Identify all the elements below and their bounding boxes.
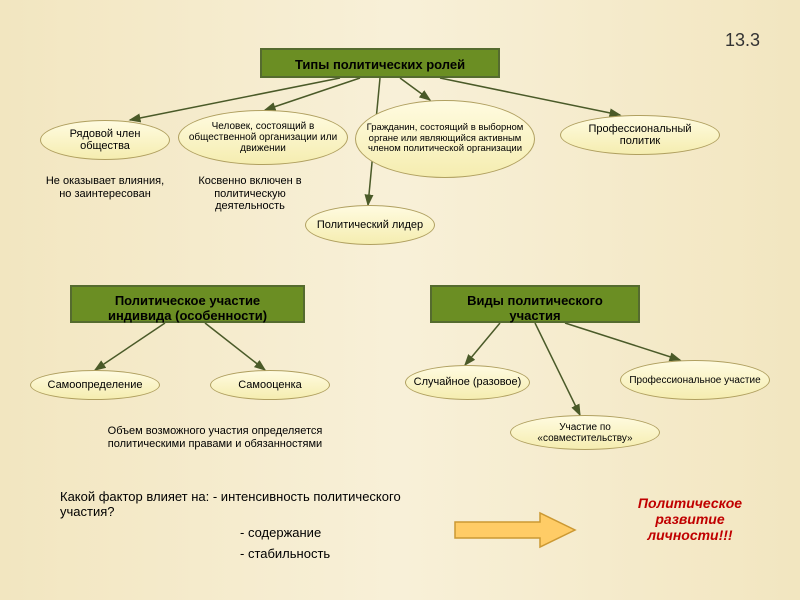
question-block: Какой фактор влияет на: - интенсивность … [60, 490, 500, 562]
ellipse-occasional: Случайное (разовое) [405, 365, 530, 400]
title-box-participation-features: Политическое участие индивида (особеннос… [70, 285, 305, 323]
ellipse-ordinary-member: Рядовой член общества [40, 120, 170, 160]
slide-number: 13.3 [725, 30, 760, 51]
note-indirect: Косвенно включен в политическую деятельн… [190, 175, 310, 213]
ellipse-part-time: Участие по «совместительству» [510, 415, 660, 450]
question-line2: участия? [60, 505, 500, 520]
conclusion-line3: личности!!! [600, 527, 780, 543]
ellipse-self-esteem: Самооценка [210, 370, 330, 400]
note-no-influence: Не оказывает влияния, но заинтересован [45, 175, 165, 200]
ellipse-political-leader: Политический лидер [305, 205, 435, 245]
conclusion-text: Политическое развитие личности!!! [600, 495, 780, 543]
question-line1: Какой фактор влияет на: - интенсивность … [60, 490, 500, 505]
ellipse-org-member: Человек, состоящий в общественной органи… [178, 110, 348, 165]
conclusion-line2: развитие [600, 511, 780, 527]
big-arrow-icon [450, 510, 580, 550]
note-rights-duties: Объем возможного участия определяется по… [95, 425, 335, 450]
ellipse-professional-part: Профессиональное участие [620, 360, 770, 400]
ellipse-self-determination: Самоопределение [30, 370, 160, 400]
title-box-types: Типы политических ролей [260, 48, 500, 78]
conclusion-line1: Политическое [600, 495, 780, 511]
title-box-participation-kinds: Виды политического участия [430, 285, 640, 323]
ellipse-pro-politician: Профессиональный политик [560, 115, 720, 155]
ellipse-elected-citizen: Гражданин, состоящий в выборном органе и… [355, 100, 535, 178]
